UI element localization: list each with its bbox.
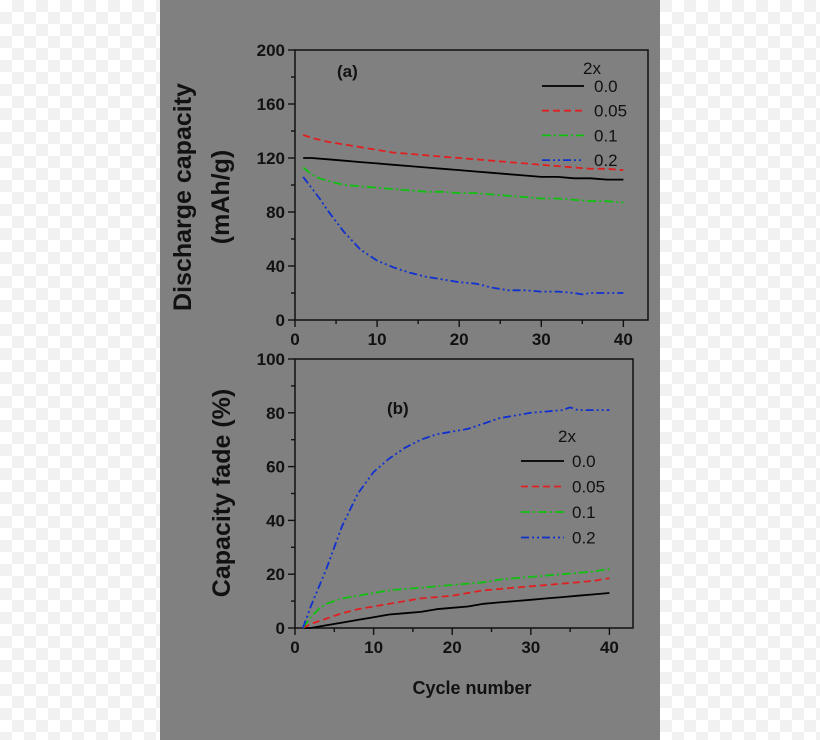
chart-b-legend: 2x 0.0 0.05 0.1 0.2 [521,427,605,548]
chart-a-ytick-label: 160 [257,95,285,114]
chart-b-legend-label: 0.0 [572,452,596,471]
chart-a-axes: 0 10 20 30 40 0 40 80 120 160 200 [257,41,633,349]
chart-b-xtick-label: 40 [600,638,619,657]
chart-a-ytick-label: 0 [276,311,285,330]
chart-a-panel-label: (a) [337,62,358,81]
chart-b-xtick-label: 20 [443,638,462,657]
chart-a-xtick-label: 10 [368,330,387,349]
chart-b-ytick-label: 80 [266,404,285,423]
figure-panel [160,0,660,740]
chart-b-panel-label: (b) [387,399,409,418]
chart-b-ytick-label: 20 [266,565,285,584]
chart-a-legend-label: 0.0 [594,77,618,96]
chart-a-series-group [302,134,624,296]
chart-b: 0 10 20 30 40 0 20 40 60 80 100 (b) Capacity fade … [208,350,634,698]
chart-b-ytick-label: 100 [257,350,285,369]
chart-a-ytick-label: 80 [266,203,285,222]
chart-a-ytick-label: 40 [266,257,285,276]
chart-b-ytick-label: 40 [266,511,285,530]
chart-a-xtick-label: 40 [614,330,633,349]
chart-b-series-0p05 [302,577,610,629]
chart-b-series-group [302,406,610,629]
chart-a-ylabel-line1: Discharge capacity [169,83,197,311]
chart-a-series-0p1 [302,166,624,204]
chart-b-ylabel: Capacity fade (%) [208,389,236,597]
chart-a-ytick-label: 200 [257,41,285,60]
chart-a-ytick-label: 120 [257,149,285,168]
chart-a-ylabel-line2: (mAh/g) [207,150,235,244]
chart-b-xtick-label: 30 [521,638,540,657]
chart-b-ytick-label: 0 [276,619,285,638]
chart-b-xtick-label: 0 [290,638,299,657]
chart-b-legend-title: 2x [558,427,576,446]
chart-b-series-0p0 [302,592,610,629]
chart-b-legend-label: 0.1 [572,503,596,522]
chart-a-xtick-label: 20 [450,330,469,349]
chart-b-series-0p1 [302,567,610,629]
chart-a-series-0p2 [302,176,624,296]
chart-b-xlabel: Cycle number [412,678,531,698]
chart-b-legend-label: 0.05 [572,478,605,497]
chart-a-xtick-label: 0 [290,330,299,349]
chart-a-legend-label: 0.1 [594,126,618,145]
chart-a: 0 10 20 30 40 0 40 80 120 160 200 (a) Discharge ca… [169,41,649,349]
chart-b-legend-label: 0.2 [572,529,596,548]
chart-a-legend-label: 0.2 [594,151,618,170]
chart-a-series-0p0 [303,157,624,181]
chart-b-ytick-label: 60 [266,458,285,477]
chart-a-xtick-label: 30 [532,330,551,349]
chart-a-legend-title: 2x [583,59,601,78]
chart-b-axes: 0 10 20 30 40 0 20 40 60 80 100 [257,350,619,657]
chart-a-legend: 2x 0.0 0.05 0.1 0.2 [542,59,627,170]
chart-b-xtick-label: 10 [364,638,383,657]
chart-b-series-0p2 [302,406,610,629]
chart-a-legend-label: 0.05 [594,102,627,121]
chart-a-series-0p05 [302,134,624,171]
